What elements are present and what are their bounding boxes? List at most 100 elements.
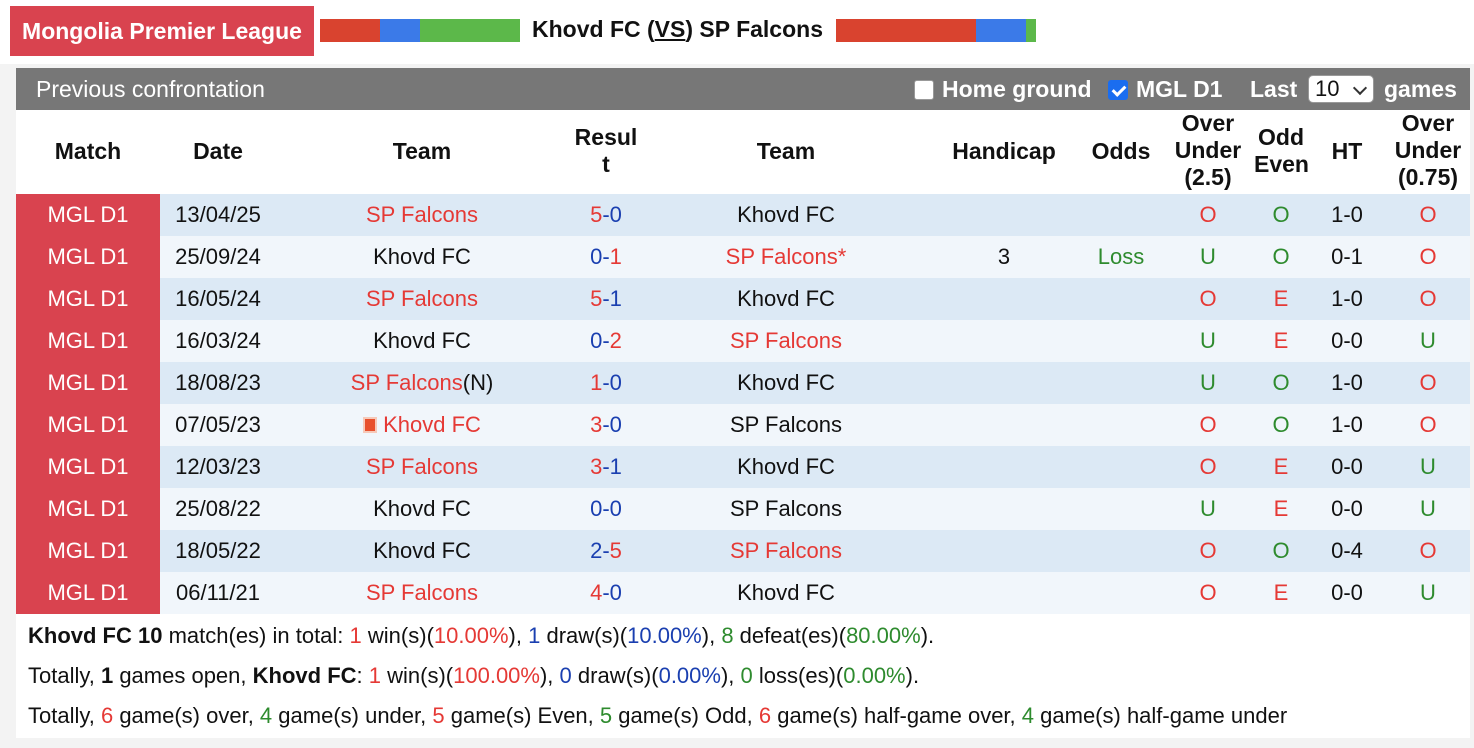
match-league-cell[interactable]: MGL D1 — [16, 320, 160, 362]
away-team-cell[interactable]: Khovd FC — [737, 454, 835, 479]
team-name[interactable]: SP Falcons — [365, 286, 479, 311]
team-name[interactable]: Khovd FC — [373, 538, 471, 563]
table-row[interactable]: MGL D1 16/03/24 Khovd FC 0-2 SP Falcons U E 0-0… — [16, 320, 1470, 362]
match-league-cell[interactable]: MGL D1 — [16, 236, 160, 278]
team-name[interactable]: Khovd FC — [373, 496, 471, 521]
match-league-cell[interactable]: MGL D1 — [16, 194, 160, 236]
away-team-cell[interactable]: Khovd FC — [737, 580, 835, 605]
league-filter-checkbox[interactable] — [1108, 79, 1128, 100]
result-cell[interactable]: 0-0 — [568, 488, 644, 530]
home-team-cell[interactable]: Khovd FC — [276, 320, 568, 362]
result-cell[interactable]: 2-5 — [568, 530, 644, 572]
table-row[interactable]: MGL D1 06/11/21 SP Falcons 4-0 Khovd FC O E 0-0… — [16, 572, 1470, 614]
team-name[interactable]: Khovd FC — [383, 412, 481, 437]
match-league-cell[interactable]: MGL D1 — [16, 278, 160, 320]
table-row[interactable]: MGL D1 18/05/22 Khovd FC 2-5 SP Falcons O O 0-4… — [16, 530, 1470, 572]
table-row[interactable]: MGL D1 12/03/23 SP Falcons 3-1 Khovd FC O E 0-0… — [16, 446, 1470, 488]
away-team-cell[interactable]: Khovd FC — [737, 202, 835, 227]
result-cell[interactable]: 0-2 — [568, 320, 644, 362]
away-team-cell[interactable]: SP Falcons — [729, 496, 843, 521]
away-team-name[interactable]: SP Falcons — [699, 16, 823, 42]
col-over-under-075: Over Under (0.75) — [1386, 110, 1470, 191]
team-name[interactable]: SP Falcons — [350, 370, 463, 395]
table-row[interactable]: MGL D1 25/09/24 Khovd FC 0-1 SP Falcons* 3 Los… — [16, 236, 1470, 278]
date-cell: 12/03/23 — [175, 454, 261, 479]
home-team-name[interactable]: Khovd FC — [532, 16, 641, 42]
last-games-select[interactable]: 10 — [1308, 75, 1374, 103]
neutral-marker: (N) — [462, 370, 494, 395]
table-row[interactable]: MGL D1 18/08/23 SP Falcons(N) 1-0 Khovd FC U O… — [16, 362, 1470, 404]
summary-segment: Khovd FC — [252, 663, 357, 688]
league-badge[interactable]: Mongolia Premier League — [10, 6, 314, 56]
home-goals: 0 — [590, 496, 603, 521]
home-team-cell[interactable]: Khovd FC — [276, 488, 568, 530]
match-league-cell[interactable]: MGL D1 — [16, 530, 160, 572]
team-name[interactable]: SP Falcons — [365, 454, 479, 479]
match-league-cell[interactable]: MGL D1 — [16, 362, 160, 404]
home-team-cell[interactable]: SP Falcons — [276, 572, 568, 614]
home-team-cell[interactable]: SP Falcons — [276, 278, 568, 320]
summary-segment: defeat(es)( — [733, 623, 847, 648]
col-over-under-25: Over Under (2.5) — [1162, 110, 1254, 191]
ou-cell: O — [1199, 412, 1217, 437]
match-league-cell[interactable]: MGL D1 — [16, 404, 160, 446]
odds-cell — [1080, 446, 1162, 488]
result-cell[interactable]: 5-1 — [568, 278, 644, 320]
summary-segment: Totally, — [28, 663, 101, 688]
match-league-cell[interactable]: MGL D1 — [16, 488, 160, 530]
team-name[interactable]: Khovd FC — [373, 328, 471, 353]
table-row[interactable]: MGL D1 25/08/22 Khovd FC 0-0 SP Falcons U E 0-0… — [16, 488, 1470, 530]
summary-segment: 1 — [349, 623, 362, 648]
summary-segment: ), — [539, 663, 560, 688]
table-row[interactable]: MGL D1 16/05/24 SP Falcons 5-1 Khovd FC O E 1-0… — [16, 278, 1470, 320]
result-cell[interactable]: 3-0 — [568, 404, 644, 446]
home-team-cell[interactable]: SP Falcons — [276, 194, 568, 236]
team-name[interactable]: SP Falcons — [365, 580, 479, 605]
score-separator: - — [602, 244, 610, 269]
ht-cell: 0-0 — [1331, 580, 1363, 605]
summary-segment: game(s) under, — [272, 703, 433, 728]
table-row[interactable]: MGL D1 13/04/25 SP Falcons 5-0 Khovd FC O O 1-0… — [16, 194, 1470, 236]
away-team-cell[interactable]: SP Falcons — [729, 538, 843, 563]
vs-link[interactable]: VS — [654, 16, 686, 42]
match-league-cell[interactable]: MGL D1 — [16, 572, 160, 614]
away-team-cell[interactable]: SP Falcons — [729, 412, 843, 437]
home-team-cell[interactable]: Khovd FC — [276, 530, 568, 572]
home-team-cell[interactable]: Khovd FC — [276, 404, 568, 446]
away-team-cell[interactable]: SP Falcons — [729, 328, 843, 353]
score-separator: - — [602, 286, 610, 311]
color-segment — [1026, 19, 1036, 42]
home-goals: 0 — [590, 244, 603, 269]
result-cell[interactable]: 3-1 — [568, 446, 644, 488]
league-filter[interactable]: MGL D1 — [1108, 76, 1222, 103]
summary-segment: 5 — [432, 703, 445, 728]
result-cell[interactable]: 0-1 — [568, 236, 644, 278]
home-ground-checkbox[interactable] — [914, 79, 934, 100]
ou2-cell: U — [1420, 496, 1436, 521]
match-league-cell[interactable]: MGL D1 — [16, 446, 160, 488]
team-name[interactable]: Khovd FC — [373, 244, 471, 269]
handicap-cell — [928, 572, 1080, 614]
ht-cell: 1-0 — [1331, 412, 1363, 437]
home-team-cell[interactable]: SP Falcons — [276, 446, 568, 488]
ou-cell: U — [1200, 328, 1216, 353]
away-goals: 0 — [609, 412, 622, 437]
summary-segment: loss(es)( — [752, 663, 844, 688]
summary-segment: game(s) Even, — [444, 703, 600, 728]
col-ou-line3: (2.5) — [1184, 164, 1232, 190]
summary-segment: 1 — [368, 663, 382, 688]
result-cell[interactable]: 1-0 — [568, 362, 644, 404]
odds-cell — [1080, 488, 1162, 530]
home-team-cell[interactable]: SP Falcons(N) — [276, 362, 568, 404]
oe-cell: O — [1272, 370, 1290, 395]
ou-cell: O — [1199, 580, 1217, 605]
result-cell[interactable]: 4-0 — [568, 572, 644, 614]
table-row[interactable]: MGL D1 07/05/23 Khovd FC 3-0 SP Falcons O O 1-0… — [16, 404, 1470, 446]
result-cell[interactable]: 5-0 — [568, 194, 644, 236]
home-ground-filter[interactable]: Home ground — [914, 76, 1092, 103]
home-team-cell[interactable]: Khovd FC — [276, 236, 568, 278]
team-name[interactable]: SP Falcons — [365, 202, 479, 227]
away-team-cell[interactable]: Khovd FC — [737, 370, 835, 395]
away-team-cell[interactable]: SP Falcons* — [725, 244, 847, 269]
away-team-cell[interactable]: Khovd FC — [737, 286, 835, 311]
